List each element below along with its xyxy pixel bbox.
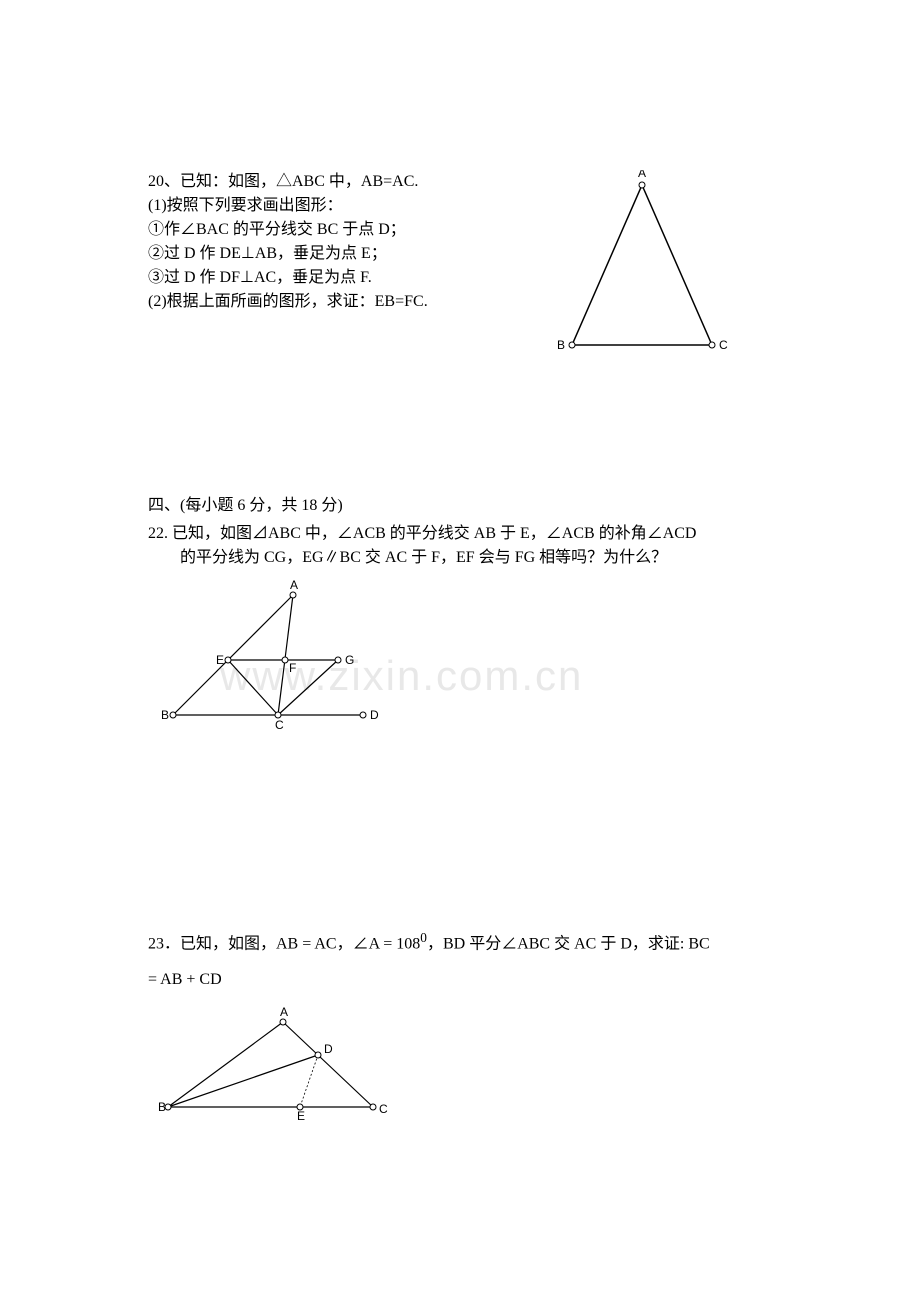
q22-figure: A B C D E F G [158, 580, 772, 743]
q20-line1: (1)按照下列要求画出图形： [148, 194, 528, 218]
svg-text:B: B [557, 338, 565, 352]
svg-text:B: B [158, 1100, 166, 1114]
q20-line2: ①作∠BAC 的平分线交 BC 于点 D； [148, 218, 528, 242]
svg-text:D: D [324, 1042, 333, 1056]
svg-text:B: B [161, 708, 169, 722]
q23-line1-a: 23．已知，如图，AB = AC，∠A = 108 [148, 935, 420, 952]
q22-text: 22. 已知，如图⊿ABC 中，∠ACB 的平分线交 AB 于 E，∠ACB 的… [148, 522, 768, 570]
q20-line3: ②过 D 作 DE⊥AB，垂足为点 E； [148, 242, 528, 266]
q23-text: 23．已知，如图，AB = AC，∠A = 1080，BD 平分∠ABC 交 A… [148, 923, 768, 997]
svg-text:A: A [290, 580, 298, 592]
q20-line4: ③过 D 作 DF⊥AC，垂足为点 F. [148, 266, 528, 290]
q23-figure: A B C D E [158, 1007, 772, 1135]
svg-text:F: F [289, 661, 296, 675]
q20-figure: A B C [542, 170, 742, 378]
page-content: 20、已知：如图，△ABC 中，AB=AC. (1)按照下列要求画出图形： ①作… [148, 170, 772, 1135]
q23-line1-b: ，BD 平分∠ABC 交 AC 于 D，求证: BC [427, 935, 710, 952]
svg-text:C: C [275, 718, 284, 732]
question-22: 22. 已知，如图⊿ABC 中，∠ACB 的平分线交 AB 于 E，∠ACB 的… [148, 522, 772, 743]
svg-text:D: D [370, 708, 379, 722]
svg-text:G: G [345, 653, 354, 667]
q22-line2: 的平分线为 CG，EG∥BC 交 AC 于 F，EF 会与 FG 相等吗？为什么… [148, 546, 768, 570]
q23-line2: = AB + CD [148, 962, 768, 997]
svg-text:A: A [280, 1007, 288, 1019]
svg-text:E: E [297, 1109, 305, 1123]
section-4-header: 四、(每小题 6 分，共 18 分) [148, 494, 772, 518]
q20-line5: (2)根据上面所画的图形，求证：EB=FC. [148, 290, 528, 314]
q23-degree-sup: 0 [420, 930, 427, 945]
triangle-abc-svg: A B C [542, 170, 742, 370]
q20-text: 20、已知：如图，△ABC 中，AB=AC. (1)按照下列要求画出图形： ①作… [148, 170, 528, 314]
question-20: 20、已知：如图，△ABC 中，AB=AC. (1)按照下列要求画出图形： ①作… [148, 170, 772, 314]
q22-svg: A B C D E F G [158, 580, 388, 735]
q23-line1: 23．已知，如图，AB = AC，∠A = 1080，BD 平分∠ABC 交 A… [148, 923, 768, 962]
question-23: 23．已知，如图，AB = AC，∠A = 1080，BD 平分∠ABC 交 A… [148, 923, 772, 1135]
svg-text:A: A [638, 170, 646, 180]
q23-svg: A B C D E [158, 1007, 398, 1127]
svg-text:E: E [216, 653, 224, 667]
svg-text:C: C [719, 338, 728, 352]
q20-title: 20、已知：如图，△ABC 中，AB=AC. [148, 170, 528, 194]
q22-line1: 22. 已知，如图⊿ABC 中，∠ACB 的平分线交 AB 于 E，∠ACB 的… [148, 522, 768, 546]
svg-text:C: C [379, 1102, 388, 1116]
